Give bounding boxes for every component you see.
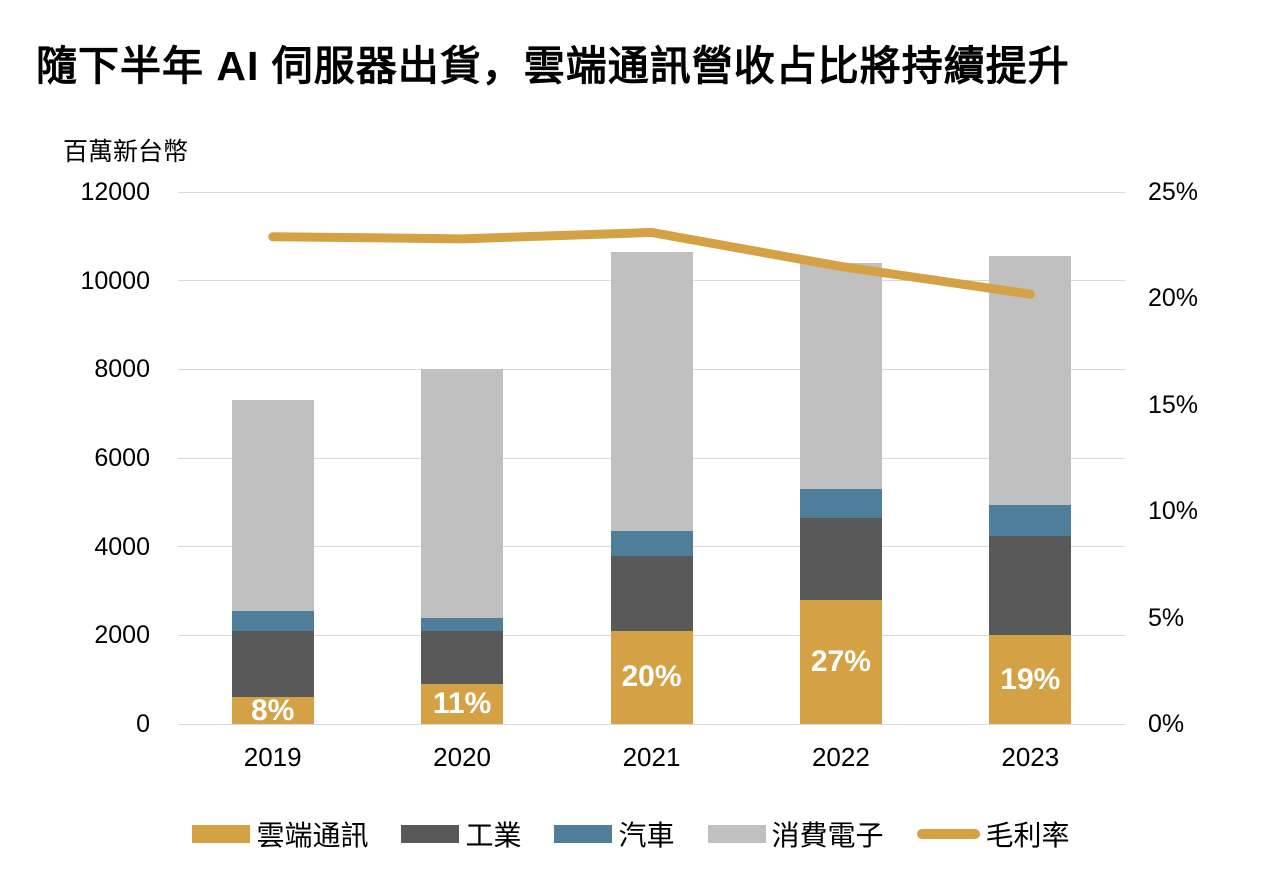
bar-segment-automotive [799,489,882,518]
x-axis-label: 2022 [811,742,870,772]
bar-segment-consumer-electronics [421,369,504,618]
left-axis-tick: 10000 [80,266,150,295]
legend-swatch-industrial [401,825,460,843]
x-axis-label: 2023 [1001,742,1060,772]
left-axis-tick: 4000 [94,532,150,561]
legend-item-cloud-communication: 雲端通訊 [192,814,368,854]
left-axis-tick: 12000 [80,178,150,206]
left-axis-tick: 0 [136,710,150,738]
bar-segment-consumer-electronics [610,251,693,532]
legend-item-industrial: 工業 [401,814,521,854]
right-axis-tick: 25% [1148,178,1199,206]
bar-segment-industrial [799,517,882,600]
legend: 雲端通訊 工業 汽車 消費電子 毛利率 [0,814,1262,854]
right-axis-tick: 15% [1148,390,1199,419]
right-axis-tick: 0% [1148,710,1185,738]
bar-segment-automotive [231,610,314,631]
bar-segment-automotive [610,531,693,556]
legend-swatch-automotive [554,825,613,843]
gridline [178,723,1125,725]
left-axis-tick: 2000 [94,621,150,650]
legend-label-cloud-communication: 雲端通訊 [256,820,369,851]
right-axis-tick: 10% [1148,497,1199,526]
legend-swatch-consumer-electronics [707,825,766,843]
legend-swatch-cloud-communication [192,825,251,843]
bar-segment-consumer-electronics [231,400,314,611]
bar-segment-automotive [989,504,1072,536]
left-axis-unit-label: 百萬新台幣 [63,138,189,166]
x-axis-label: 2021 [622,742,681,772]
right-axis-tick: 5% [1148,603,1185,632]
bar-segment-automotive [421,617,504,631]
bar-segment-cloud-communication [610,630,693,724]
left-axis-tick: 8000 [94,355,150,384]
bar-segment-cloud-communication [231,697,314,724]
legend-item-automotive: 汽車 [554,814,675,854]
legend-item-gross-margin: 毛利率 [916,814,1070,854]
gridline [178,191,1125,193]
bar-segment-industrial [421,630,504,685]
legend-item-consumer-electronics: 消費電子 [707,814,884,854]
right-axis-tick: 20% [1148,284,1199,313]
bar-share-label: 8% [251,693,295,727]
legend-label-automotive: 汽車 [618,820,675,851]
bar-share-label: 11% [432,687,492,721]
bar-share-label: 20% [621,660,682,694]
left-axis-tick: 6000 [94,444,150,472]
legend-label-gross-margin: 毛利率 [985,820,1070,851]
bar-segment-industrial [610,555,693,631]
legend-label-consumer-electronics: 消費電子 [771,820,884,851]
bar-segment-cloud-communication [421,684,504,724]
legend-swatch-gross-margin [916,829,980,839]
bar-share-label: 27% [810,644,871,678]
x-axis-label: 2019 [243,742,302,772]
legend-label-industrial: 工業 [465,820,522,851]
x-axis-label: 2020 [433,742,492,772]
bar-segment-consumer-electronics [989,256,1072,505]
bar-share-label: 19% [1000,662,1061,696]
bar-segment-industrial [231,630,314,698]
bar-segment-cloud-communication [989,635,1072,724]
chart-title: 隨下半年 AI 伺服器出貨，雲端通訊營收占比將持續提升 [36,43,1070,89]
bar-segment-cloud-communication [799,599,882,724]
bar-segment-industrial [989,535,1072,636]
bar-segment-consumer-electronics [799,262,882,490]
